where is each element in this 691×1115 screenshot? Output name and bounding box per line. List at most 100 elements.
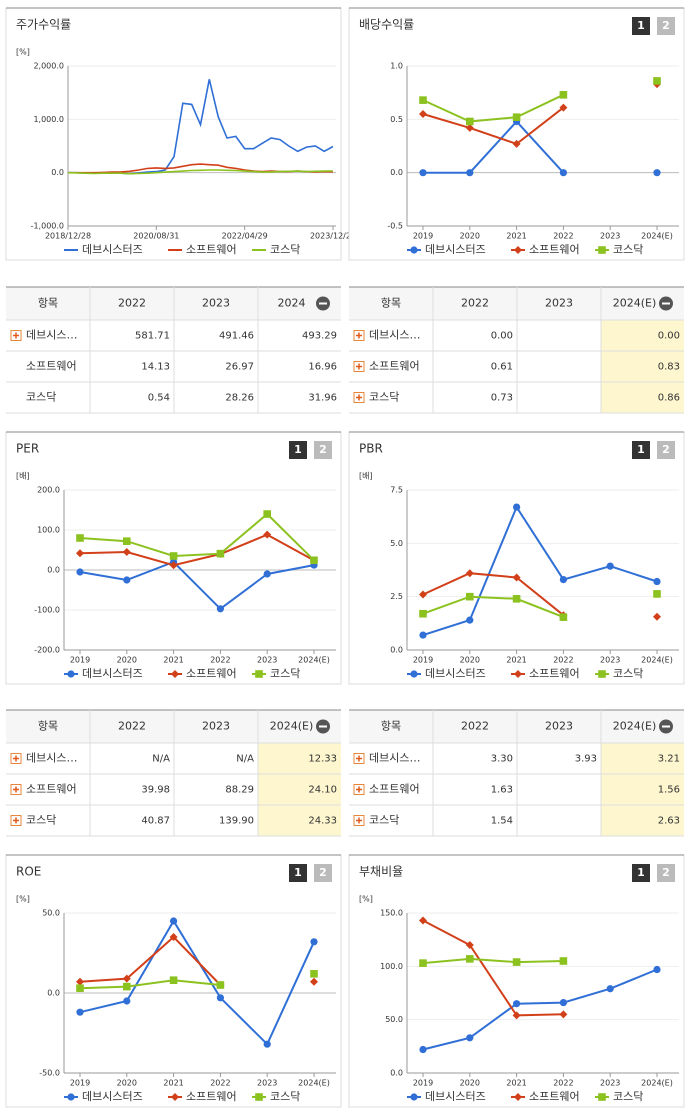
- marker: [513, 1000, 521, 1008]
- x-tick-label: 2022: [210, 656, 230, 665]
- marker: [559, 169, 568, 177]
- x-tick-label: 2024(E): [641, 656, 673, 665]
- marker: [512, 113, 521, 121]
- highlight-column: [258, 743, 341, 836]
- table-cell: 26.97: [225, 362, 254, 373]
- chart-panel: [348, 431, 685, 685]
- y-tick-label: 0.0: [390, 1069, 403, 1078]
- marker: [466, 616, 474, 624]
- x-tick-label: 2023/12/28: [310, 232, 356, 241]
- marker: [559, 999, 568, 1007]
- page-button[interactable]: [657, 17, 675, 35]
- marker: [76, 568, 84, 576]
- marker: [171, 1093, 179, 1101]
- page-button[interactable]: [632, 17, 650, 35]
- x-tick-label: 2019: [70, 656, 90, 665]
- marker: [255, 670, 263, 678]
- x-tick-label: 2020/08/31: [133, 232, 179, 241]
- expand-icon-plus: [356, 332, 362, 339]
- row-name: 데브시스…: [26, 752, 77, 765]
- row-name: 데브시스…: [26, 329, 77, 342]
- legend-label: 소프트웨어: [529, 1090, 580, 1103]
- page-button[interactable]: [314, 441, 332, 459]
- table-cell: 0.00: [491, 331, 513, 342]
- page-button[interactable]: [314, 864, 332, 882]
- row-name: 코스닥: [26, 814, 56, 827]
- table-cell: 0.86: [658, 393, 680, 404]
- page-button-label[interactable]: 1: [294, 866, 302, 879]
- unit-label: [배]: [16, 472, 30, 481]
- row-name: 소프트웨어: [26, 783, 77, 796]
- marker: [122, 974, 131, 983]
- marker: [216, 605, 224, 613]
- page-button-label[interactable]: 2: [662, 19, 670, 32]
- page-button-label[interactable]: 1: [637, 19, 645, 32]
- page-button[interactable]: [632, 864, 650, 882]
- expand-icon-plus: [356, 786, 362, 793]
- table-cell: 40.87: [141, 816, 170, 827]
- unit-label: [배]: [359, 472, 373, 481]
- marker: [171, 670, 179, 678]
- marker: [466, 1034, 474, 1042]
- x-tick-label: 2018/12/28: [45, 232, 91, 241]
- page-button[interactable]: [632, 441, 650, 459]
- table-cell: 39.98: [141, 785, 170, 796]
- page-button-label[interactable]: 2: [662, 866, 670, 879]
- page-button[interactable]: [289, 864, 307, 882]
- x-tick-label: 2024(E): [641, 232, 673, 241]
- expand-icon-plus: [13, 786, 19, 793]
- marker: [310, 977, 318, 986]
- marker: [559, 957, 568, 965]
- marker: [514, 1093, 522, 1101]
- marker: [410, 246, 418, 254]
- highlight-column: [601, 743, 684, 836]
- table-header-cell: 2024(E): [270, 720, 314, 733]
- page-button-label[interactable]: 1: [637, 866, 645, 879]
- page-button[interactable]: [657, 441, 675, 459]
- page-button-label[interactable]: 2: [662, 443, 670, 456]
- x-tick-label: 2022: [553, 232, 573, 241]
- page-button-label[interactable]: 1: [637, 443, 645, 456]
- marker: [67, 1093, 75, 1101]
- page-button[interactable]: [289, 441, 307, 459]
- x-tick-label: 2020: [117, 656, 137, 665]
- y-tick-label: 50.0: [42, 909, 60, 918]
- marker: [598, 246, 606, 254]
- page-button-label[interactable]: 1: [294, 443, 302, 456]
- marker: [466, 117, 474, 126]
- marker: [169, 933, 178, 941]
- chart-panel: [5, 7, 342, 261]
- legend-label: 코스닥: [613, 1090, 643, 1103]
- y-tick-label: -0.5: [387, 222, 403, 231]
- marker: [466, 592, 474, 601]
- table-cell: 24.10: [308, 785, 337, 796]
- table-cell: 0.73: [491, 393, 513, 404]
- x-tick-label: 2019: [413, 1079, 433, 1088]
- page-button[interactable]: [657, 864, 675, 882]
- x-tick-label: 2023: [600, 656, 620, 665]
- marker: [170, 917, 178, 925]
- legend-label: 소프트웨어: [186, 1090, 237, 1103]
- table-header-cell: 항목: [381, 720, 401, 733]
- table-header-cell: 2022: [461, 297, 489, 310]
- marker: [559, 103, 568, 112]
- table-cell: 0.54: [148, 393, 170, 404]
- x-tick-label: 2023: [600, 1079, 620, 1088]
- expand-icon-plus: [356, 755, 362, 762]
- row-name: 데브시스…: [369, 329, 420, 342]
- marker: [123, 982, 131, 991]
- x-tick-label: 2024(E): [298, 1079, 330, 1088]
- page-button-label[interactable]: 2: [319, 866, 327, 879]
- legend-label: 코스닥: [270, 667, 300, 680]
- marker: [419, 959, 427, 967]
- unit-label: [%]: [16, 895, 30, 904]
- marker: [76, 534, 84, 542]
- marker: [419, 631, 427, 639]
- legend-label: 데브시스터즈: [82, 667, 143, 680]
- legend-label: 소프트웨어: [186, 667, 237, 680]
- x-tick-label: 2022: [553, 1079, 573, 1088]
- marker: [410, 1093, 418, 1101]
- y-tick-label: 0.5: [390, 115, 403, 124]
- page-button-label[interactable]: 2: [319, 443, 327, 456]
- y-tick-label: -1,000.0: [31, 222, 64, 231]
